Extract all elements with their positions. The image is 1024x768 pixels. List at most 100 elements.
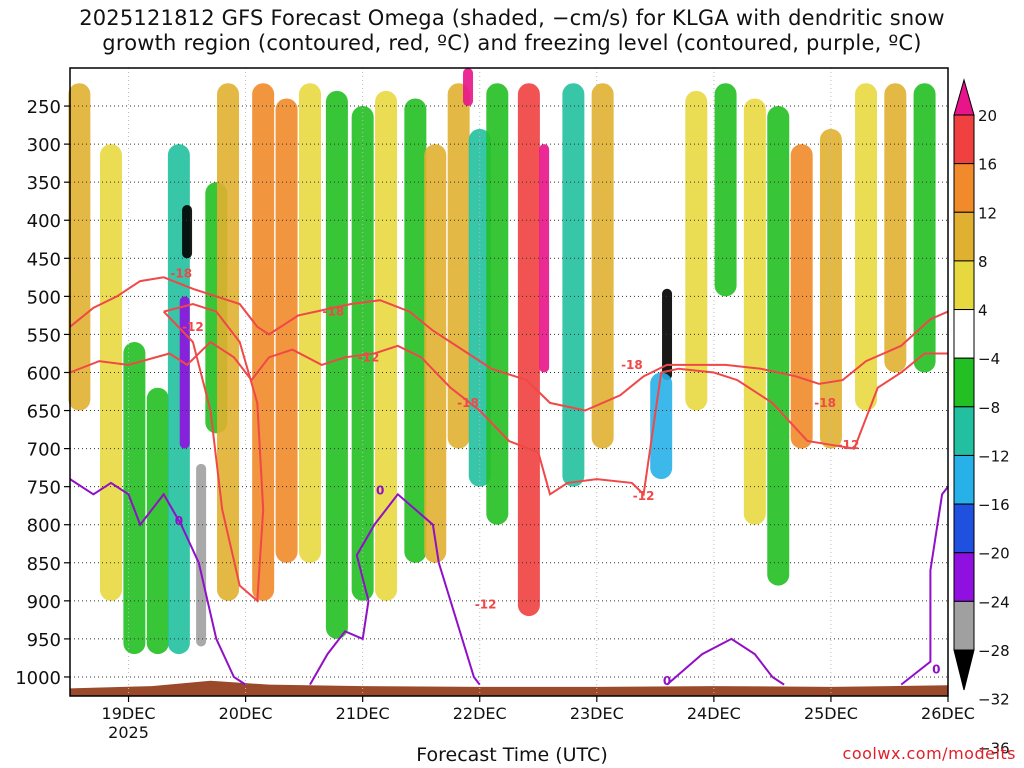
ytick-label-300: 300 bbox=[27, 135, 61, 156]
ytick-label-650: 650 bbox=[27, 402, 61, 423]
xtick-label-23DEC: 23DEC bbox=[570, 704, 624, 723]
dgz-loop-contour bbox=[162, 302, 265, 603]
colorbar-segment-9 bbox=[953, 552, 975, 602]
ytick-label-750: 750 bbox=[27, 478, 61, 499]
colorbar-segment-2 bbox=[953, 211, 975, 262]
omega-band-0 bbox=[68, 83, 91, 411]
omega-band-22 bbox=[517, 83, 540, 617]
contour-label-4: -18 bbox=[457, 396, 479, 410]
xtick-label-25DEC: 25DEC bbox=[804, 704, 858, 723]
ytick-label-800: 800 bbox=[27, 516, 61, 537]
ytick-label-600: 600 bbox=[27, 363, 61, 384]
contour-label-11: 0 bbox=[376, 483, 384, 497]
colorbar-label-12: −32 bbox=[978, 691, 1010, 709]
xtick-label-20DEC: 20DEC bbox=[219, 704, 273, 723]
plot-frame bbox=[69, 67, 949, 697]
omega-band-21 bbox=[486, 83, 509, 525]
omega-band-27 bbox=[650, 372, 673, 480]
colorbar-label-10: −24 bbox=[978, 593, 1010, 611]
plot-border bbox=[69, 67, 949, 697]
colorbar-label-5: −4 bbox=[978, 350, 1000, 368]
colorbar-segment-3 bbox=[953, 260, 975, 311]
omega-band-13 bbox=[325, 90, 348, 639]
omega-band-31 bbox=[767, 106, 790, 586]
dgz-minus18-contour bbox=[69, 276, 949, 412]
credit-link[interactable]: coolwx.com/modelts bbox=[842, 744, 1016, 763]
omega-band-36 bbox=[913, 83, 936, 373]
freezing-level-contour-d bbox=[900, 486, 949, 686]
ytick-label-700: 700 bbox=[27, 440, 61, 461]
omega-band-24 bbox=[562, 83, 585, 487]
ytick-label-900: 900 bbox=[27, 592, 61, 613]
xtick-label-21DEC: 21DEC bbox=[336, 704, 390, 723]
xtick-label-22DEC: 22DEC bbox=[453, 704, 507, 723]
omega-band-32 bbox=[790, 144, 813, 449]
omega-band-11 bbox=[275, 98, 298, 563]
colorbar-label-9: −20 bbox=[978, 545, 1010, 563]
colorbar-segment-0 bbox=[953, 114, 975, 165]
colorbar-segment-4 bbox=[953, 309, 975, 359]
omega-band-26 bbox=[662, 288, 673, 381]
omega-band-19 bbox=[463, 68, 474, 107]
contour-label-5: -12 bbox=[475, 598, 497, 612]
ytick-label-250: 250 bbox=[27, 97, 61, 118]
omega-band-16 bbox=[404, 98, 427, 563]
xtick-label-19DEC: 19DEC bbox=[102, 704, 156, 723]
omega-band-9 bbox=[217, 83, 240, 601]
colorbar-label-8: −16 bbox=[978, 496, 1010, 514]
colorbar-label-2: 12 bbox=[978, 204, 997, 222]
xtick-label-26DEC: 26DEC bbox=[921, 704, 975, 723]
omega-band-3 bbox=[146, 387, 169, 655]
colorbar-label-11: −28 bbox=[978, 642, 1010, 660]
contour-label-10: 0 bbox=[175, 514, 183, 528]
omega-band-29 bbox=[714, 83, 737, 297]
dgz-minus12-contour bbox=[69, 340, 948, 497]
omega-band-28 bbox=[685, 90, 708, 411]
contour-label-1: -12 bbox=[182, 320, 204, 334]
omega-band-30 bbox=[743, 98, 766, 525]
omega-band-4 bbox=[167, 144, 190, 655]
contour-label-8: -18 bbox=[814, 396, 836, 410]
freezing-level-contour-c bbox=[666, 637, 785, 686]
ytick-label-500: 500 bbox=[27, 287, 61, 308]
contour-label-0: -18 bbox=[170, 267, 192, 281]
contour-label-2: -18 bbox=[323, 305, 345, 319]
colorbar-segment-1 bbox=[953, 163, 975, 213]
colorbar-segment-5 bbox=[953, 357, 975, 408]
chart-title-line2: growth region (contoured, red, ºC) and f… bbox=[102, 31, 922, 55]
omega-band-7 bbox=[196, 463, 207, 647]
colorbar-label-4: 4 bbox=[978, 302, 988, 320]
omega-band-17 bbox=[424, 144, 447, 563]
omega-band-23 bbox=[539, 144, 550, 373]
colorbar-top-arrow bbox=[953, 78, 975, 116]
colorbar-label-13: −36 bbox=[978, 739, 1010, 757]
colorbar-label-0: 20 bbox=[978, 107, 997, 125]
colorbar-segment-8 bbox=[953, 503, 975, 554]
terrain-surface bbox=[70, 680, 948, 696]
contour-label-9: -12 bbox=[838, 438, 860, 452]
ytick-label-450: 450 bbox=[27, 249, 61, 270]
colorbar-label-1: 16 bbox=[978, 156, 997, 174]
omega-shading bbox=[68, 68, 936, 655]
omega-band-18 bbox=[447, 83, 470, 449]
ytick-label-950: 950 bbox=[27, 630, 61, 651]
omega-band-14 bbox=[351, 106, 374, 601]
colorbar-label-3: 8 bbox=[978, 253, 988, 271]
contour-label-13: 0 bbox=[932, 662, 940, 676]
colorbar: 20 16 12 8 4 −4 −8 −12 −16 −20 −24 −28 −32 −36 bbox=[953, 78, 1010, 757]
colorbar-segment-6 bbox=[953, 406, 975, 456]
x-axis-label: Forecast Time (UTC) bbox=[416, 744, 608, 766]
terrain-fill bbox=[70, 680, 948, 696]
omega-band-5 bbox=[182, 205, 193, 259]
colorbar-segment-10 bbox=[953, 600, 975, 651]
ytick-label-1000: 1000 bbox=[15, 668, 61, 689]
omega-band-2 bbox=[123, 342, 146, 655]
freezing-level-contour-b bbox=[309, 492, 481, 686]
omega-band-20 bbox=[468, 128, 491, 487]
contours bbox=[69, 276, 949, 686]
freezing-level-contour-a bbox=[69, 478, 247, 686]
omega-band-10 bbox=[252, 83, 275, 601]
ytick-label-550: 550 bbox=[27, 325, 61, 346]
ytick-label-400: 400 bbox=[27, 211, 61, 232]
